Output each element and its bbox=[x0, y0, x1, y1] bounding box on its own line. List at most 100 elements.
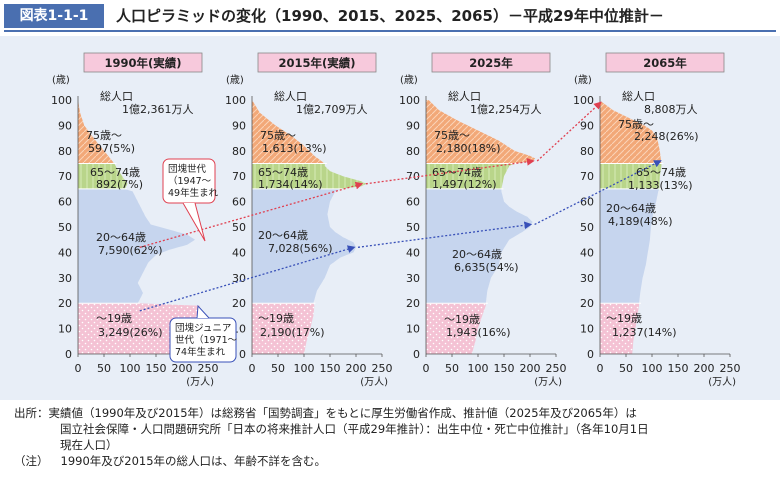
group-value: 7,590(62%) bbox=[98, 244, 163, 257]
y-tick-label: 40 bbox=[580, 246, 594, 259]
y-axis-label: (歳) bbox=[400, 74, 418, 86]
baby-boomer-callout-text: 49年生まれ bbox=[168, 187, 219, 199]
panel-title: 1990年(実績) bbox=[104, 56, 181, 70]
y-tick-label: 40 bbox=[58, 246, 72, 259]
y-tick-label: 80 bbox=[232, 145, 246, 158]
figure-title: 人口ピラミッドの変化（1990、2015、2025、2065）－平成29年中位推… bbox=[116, 7, 664, 25]
group-value: 1,943(16%) bbox=[446, 326, 511, 339]
boomer-junior-callout-pointer bbox=[196, 304, 210, 319]
age-65-74-area bbox=[600, 163, 662, 189]
x-tick-label: 50 bbox=[619, 362, 633, 375]
age-20-64-area bbox=[252, 188, 356, 304]
note-line: （注） 1990年及び2015年の総人口は、年齢不詳を含む。 bbox=[14, 453, 774, 469]
y-tick-label: 60 bbox=[580, 196, 594, 209]
source-notes: 出所：実績値（1990年及び2015年）は総務省「国勢調査」をもとに厚生労働省作… bbox=[14, 405, 774, 469]
y-tick-label: 90 bbox=[580, 119, 594, 132]
source-line-1: 出所：実績値（1990年及び2015年）は総務省「国勢調査」をもとに厚生労働省作… bbox=[14, 405, 774, 421]
group-label: ～19歳 bbox=[96, 312, 132, 325]
source-line-3: 現在人口） bbox=[60, 438, 118, 452]
y-tick-label: 40 bbox=[406, 246, 420, 259]
y-tick-label: 80 bbox=[406, 145, 420, 158]
y-tick-label: 10 bbox=[580, 323, 594, 336]
age-75-plus-area bbox=[426, 100, 536, 164]
boomer-junior-arrow bbox=[534, 160, 662, 226]
group-label: 20～64歳 bbox=[452, 248, 502, 261]
pyramid-panel-3: 2025年 (歳) 0 10 20 30 40 50 60 70 80 90 100 0 50 100 150 2… bbox=[399, 52, 567, 388]
age-75-plus-area bbox=[600, 100, 662, 164]
x-tick-label: 150 bbox=[494, 362, 515, 375]
x-tick-label: 50 bbox=[97, 362, 111, 375]
group-value: 2,248(26%) bbox=[634, 130, 699, 143]
y-tick-label: 30 bbox=[232, 272, 246, 285]
x-tick-label: 250 bbox=[720, 362, 741, 375]
y-tick-label: 100 bbox=[573, 94, 594, 107]
x-tick-label: 100 bbox=[468, 362, 489, 375]
y-tick-label: 80 bbox=[58, 145, 72, 158]
group-label: 20～64歳 bbox=[96, 231, 146, 244]
y-tick-label: 50 bbox=[58, 221, 72, 234]
y-axis-label: (歳) bbox=[574, 74, 592, 86]
source-line-2: 国立社会保障・人口問題研究所「日本の将来推計人口（平成29年推計）：出生中位・死… bbox=[60, 422, 649, 436]
group-label: ～19歳 bbox=[444, 313, 480, 326]
boomer-junior-arrow bbox=[139, 245, 356, 312]
x-tick-label: 100 bbox=[120, 362, 141, 375]
x-tick-label: 100 bbox=[642, 362, 663, 375]
y-tick-label: 40 bbox=[232, 246, 246, 259]
y-tick-label: 10 bbox=[406, 323, 420, 336]
x-axis-unit: (万人) bbox=[360, 376, 388, 388]
panel-title-box bbox=[257, 52, 377, 73]
panel-title: 2065年 bbox=[643, 56, 687, 70]
group-value: 1,613(13%) bbox=[262, 142, 327, 155]
y-tick-label: 70 bbox=[232, 170, 246, 183]
x-tick-label: 200 bbox=[694, 362, 715, 375]
baby-boomer-callout-pointer bbox=[182, 202, 206, 242]
y-tick-label: 20 bbox=[406, 297, 420, 310]
y-tick-label: 50 bbox=[232, 221, 246, 234]
boomer-junior-arrow bbox=[357, 221, 533, 248]
y-tick-label: 100 bbox=[225, 94, 246, 107]
pyramid-panel-4: 2065年 (歳) 0 10 20 30 40 50 60 70 80 90 100 0 50 100 150 2… bbox=[573, 52, 741, 388]
group-value: 6,635(54%) bbox=[454, 261, 519, 274]
baby-boomer-callout-text: 団塊世代 bbox=[168, 163, 207, 175]
age-20-64-area bbox=[426, 188, 533, 304]
age-0-19-area bbox=[426, 303, 486, 354]
age-0-19-area bbox=[252, 303, 315, 354]
y-tick-label: 30 bbox=[58, 272, 72, 285]
group-label: 65～74歳 bbox=[90, 166, 140, 179]
age-65-74-area bbox=[78, 163, 128, 189]
total-value: 8,808万人 bbox=[644, 103, 698, 116]
y-tick-label: 60 bbox=[232, 196, 246, 209]
panel-title-box bbox=[83, 52, 203, 73]
group-label: 20～64歳 bbox=[258, 229, 308, 242]
x-axis-unit: (万人) bbox=[534, 376, 562, 388]
total-value: 1億2,709万人 bbox=[296, 103, 368, 116]
group-value: 892(7%) bbox=[96, 178, 143, 191]
y-tick-label: 0 bbox=[239, 348, 246, 361]
age-75-plus-area bbox=[252, 100, 325, 164]
age-0-19-area bbox=[600, 303, 639, 354]
baby-boomer-callout: 団塊世代（1947～49年生まれ bbox=[162, 158, 219, 242]
total-value: 1億2,254万人 bbox=[470, 103, 542, 116]
y-axis-label: (歳) bbox=[52, 74, 70, 86]
age-65-74-area bbox=[252, 163, 367, 189]
y-tick-label: 0 bbox=[413, 348, 420, 361]
x-tick-label: 0 bbox=[75, 362, 82, 375]
group-label: 65～74歳 bbox=[258, 166, 308, 179]
group-value: 2,180(18%) bbox=[436, 142, 501, 155]
total-label: 総人口 bbox=[448, 89, 481, 103]
y-tick-label: 90 bbox=[232, 119, 246, 132]
baby-boomer-callout-text: （1947～ bbox=[168, 175, 212, 187]
group-value: 1,734(14%) bbox=[258, 178, 323, 191]
x-axis-unit: (万人) bbox=[186, 376, 214, 388]
total-label: 総人口 bbox=[622, 89, 655, 103]
group-value: 3,249(26%) bbox=[98, 326, 163, 339]
x-tick-label: 100 bbox=[294, 362, 315, 375]
age-20-64-area bbox=[78, 188, 195, 304]
baby-boomer-arrow bbox=[365, 157, 535, 185]
group-label: 20～64歳 bbox=[606, 202, 656, 215]
age-65-74-area bbox=[426, 163, 515, 189]
age-20-64-area bbox=[600, 188, 660, 304]
x-tick-label: 0 bbox=[249, 362, 256, 375]
y-tick-label: 0 bbox=[65, 348, 72, 361]
pyramid-panel-1: 1990年(実績) (歳) 0 10 20 30 40 50 60 70 80 90 100 0 50 100… bbox=[51, 52, 219, 388]
